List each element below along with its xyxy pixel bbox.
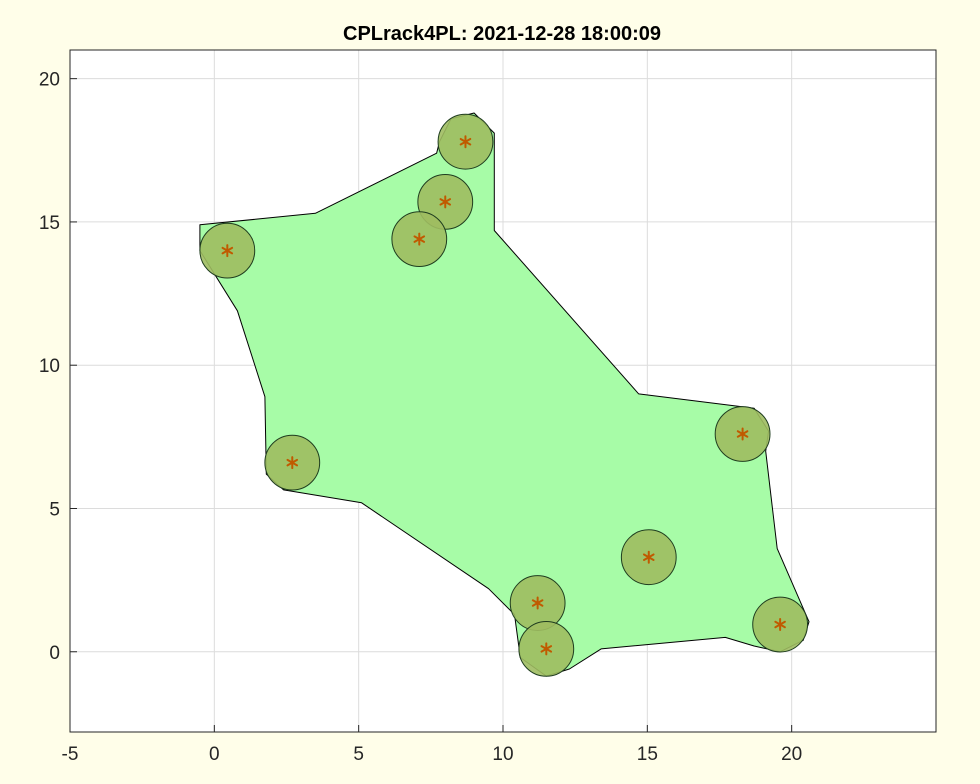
sensor-circles: [199, 113, 809, 677]
point-markers: [221, 135, 786, 656]
asterisk-marker: [540, 642, 553, 656]
x-tick-label: 0: [209, 744, 220, 765]
x-tick-label: 15: [637, 744, 658, 765]
y-tick-label: 15: [39, 213, 60, 234]
x-tick-label: 20: [781, 744, 802, 765]
chart-title: CPLrack4PL: 2021-12-28 18:00:09: [343, 23, 661, 45]
x-tick-label: 10: [492, 744, 513, 765]
asterisk-marker: [531, 596, 544, 610]
asterisk-marker: [642, 550, 655, 564]
asterisk-marker: [736, 427, 749, 441]
y-tick-label: 0: [49, 643, 60, 664]
asterisk-marker: [221, 244, 234, 258]
x-tick-label: 5: [353, 744, 364, 765]
x-tick-label: -5: [62, 744, 79, 765]
asterisk-marker: [439, 195, 452, 209]
asterisk-marker: [413, 232, 426, 246]
y-tick-label: 5: [49, 499, 60, 520]
asterisk-marker: [286, 456, 299, 470]
y-tick-label: 20: [39, 70, 60, 91]
asterisk-marker: [459, 135, 472, 149]
y-tick-label: 10: [39, 356, 60, 377]
axis-ticks: -5 0 5 10 15 20 0 5 10 15 20: [39, 70, 802, 765]
asterisk-marker: [774, 618, 786, 632]
